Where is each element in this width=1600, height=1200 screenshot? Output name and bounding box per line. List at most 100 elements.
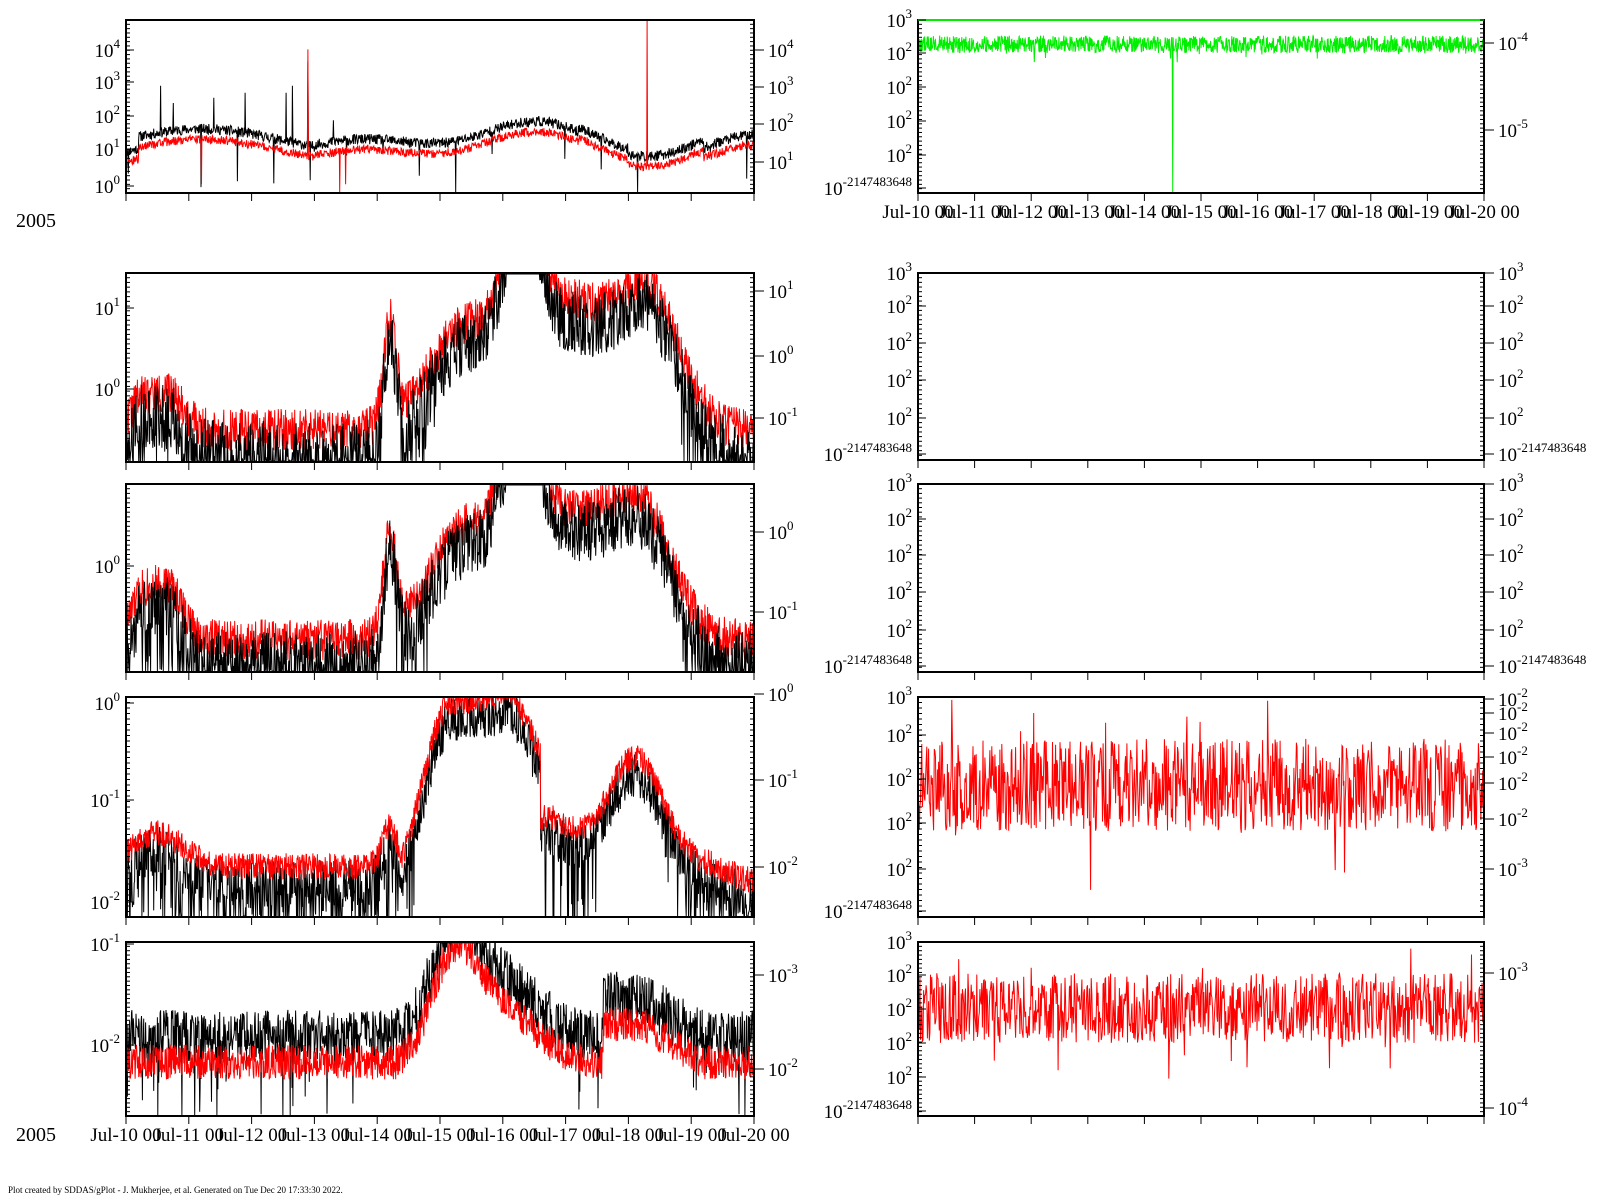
panel-r5: 10-2147483648 102 102 102 102 103 10-4 10-3 xyxy=(824,928,1528,1124)
right-tick-label: 102 xyxy=(768,110,794,136)
right-tick-label: 10-2 xyxy=(768,1055,798,1081)
left-tick-label: 10-2147483648 xyxy=(824,897,912,923)
x-tick-label: Jul-20 00 xyxy=(1448,202,1519,223)
right-tick-label: 10-1 xyxy=(768,404,798,430)
right-tick-label: 100 xyxy=(768,342,794,368)
panel-series xyxy=(126,942,754,1116)
x-tick-label: Jul-13 00 xyxy=(279,1125,350,1146)
year-label: 2005 xyxy=(16,210,56,232)
left-tick-label: 102 xyxy=(887,578,913,604)
left-tick-label: 101 xyxy=(95,294,121,320)
left-tick-label: 102 xyxy=(887,1063,913,1089)
left-tick-label: 102 xyxy=(887,73,913,99)
left-tick-label: 10-2147483648 xyxy=(824,174,912,200)
left-tick-label: 100 xyxy=(95,552,121,578)
left-tick-label: 101 xyxy=(95,135,121,161)
x-tick-label: Jul-17 00 xyxy=(1279,202,1350,223)
left-tick-label: 103 xyxy=(887,6,913,32)
x-tick-label: Jul-11 00 xyxy=(939,202,1010,223)
x-tick-label: Jul-20 00 xyxy=(718,1125,789,1146)
right-tick-label: 10-2147483648 xyxy=(1498,440,1586,466)
series-line xyxy=(126,61,754,193)
right-tick-label: 102 xyxy=(1498,404,1524,430)
right-tick-label: 101 xyxy=(768,277,794,303)
series-line xyxy=(126,484,754,672)
right-tick-label: 10-3 xyxy=(1498,959,1528,985)
x-tick-label: Jul-14 00 xyxy=(342,1125,413,1146)
panel-series xyxy=(126,273,754,462)
right-tick-label: 10-1 xyxy=(768,766,798,792)
right-tick-label: 104 xyxy=(768,36,794,62)
x-tick-label: Jul-10 00 xyxy=(882,202,953,223)
right-tick-label: 102 xyxy=(1498,292,1524,318)
right-tick-label: 10-2 xyxy=(1498,743,1528,769)
panel-l4: 10-2 10-1 100 10-2 10-1 100 xyxy=(90,680,798,925)
panel-series xyxy=(126,484,754,672)
panel-series xyxy=(126,697,754,917)
right-tick-label: 10-2147483648 xyxy=(1498,652,1586,678)
left-tick-label: 100 xyxy=(95,172,121,198)
right-tick-label: 103 xyxy=(768,73,794,99)
left-tick-label: 10-2147483648 xyxy=(824,440,912,466)
panel-r2: 10-2147483648 102 102 102 102 103 10-214748364… xyxy=(824,259,1586,468)
year-label: 2005 xyxy=(16,1124,56,1146)
x-tick-label: Jul-18 00 xyxy=(1335,202,1406,223)
series-line xyxy=(126,20,754,193)
right-tick-label: 100 xyxy=(768,518,794,544)
x-tick-label: Jul-12 00 xyxy=(996,202,1067,223)
left-tick-label: 103 xyxy=(887,683,913,709)
x-tick-label: Jul-16 00 xyxy=(467,1125,538,1146)
left-tick-label: 10-2 xyxy=(90,888,120,914)
right-tick-label: 10-3 xyxy=(768,961,798,987)
left-tick-label: 103 xyxy=(887,259,913,285)
series-line xyxy=(126,942,754,1080)
left-tick-label: 10-1 xyxy=(90,786,120,812)
panel-r4: 10-214748364810210210210210310-310-210-2… xyxy=(824,683,1528,925)
left-tick-label: 102 xyxy=(887,1029,913,1055)
panel-series xyxy=(918,699,1484,890)
left-tick-label: 10-2147483648 xyxy=(824,652,912,678)
left-tick-label: 102 xyxy=(887,765,913,791)
left-tick-label: 102 xyxy=(887,541,913,567)
panel-l2: 100 101 10-1 100 101 xyxy=(95,272,798,470)
left-tick-label: 102 xyxy=(887,141,913,167)
panel-l1: 100 101 102 103 104 101 102 103 104 2005 xyxy=(16,19,794,232)
left-tick-label: 103 xyxy=(887,928,913,954)
left-tick-label: 102 xyxy=(887,505,913,531)
left-tick-label: 102 xyxy=(887,107,913,133)
right-tick-label: 10-5 xyxy=(1498,116,1528,142)
right-tick-label: 10-3 xyxy=(1498,855,1528,881)
right-tick-label: 10-4 xyxy=(1498,1094,1528,1120)
x-tick-label: Jul-15 00 xyxy=(1165,202,1236,223)
right-tick-label: 10-1 xyxy=(768,598,798,624)
panel-frame xyxy=(125,19,755,194)
left-tick-label: 102 xyxy=(887,995,913,1021)
left-tick-label: 102 xyxy=(887,292,913,318)
x-tick-label: Jul-11 00 xyxy=(154,1125,225,1146)
panel-r1: 10-2147483648 102 102 102 102 103 10-5 10-4 Jul-… xyxy=(824,6,1529,223)
right-tick-label: 10-2 xyxy=(1498,769,1528,795)
right-tick-label: 102 xyxy=(1498,505,1524,531)
left-tick-label: 102 xyxy=(887,855,913,881)
right-tick-label: 10-2 xyxy=(768,853,798,879)
credit-line: Plot created by SDDAS/gPlot - J. Mukherj… xyxy=(8,1185,343,1195)
series-line xyxy=(918,34,1484,193)
series-line xyxy=(126,942,754,1116)
panel-series xyxy=(918,948,1484,1079)
right-tick-label: 102 xyxy=(1498,366,1524,392)
left-tick-label: 102 xyxy=(887,809,913,835)
left-tick-label: 102 xyxy=(887,329,913,355)
right-tick-label: 10-4 xyxy=(1498,29,1528,55)
right-tick-label: 100 xyxy=(768,680,794,706)
left-tick-label: 102 xyxy=(887,961,913,987)
panel-r3: 10-2147483648 102 102 102 102 103 10-214748364… xyxy=(824,470,1586,680)
right-tick-label: 10-2 xyxy=(1498,699,1528,725)
left-tick-label: 100 xyxy=(95,689,121,715)
x-tick-label: Jul-17 00 xyxy=(530,1125,601,1146)
right-tick-label: 102 xyxy=(1498,541,1524,567)
x-tick-label: Jul-12 00 xyxy=(216,1125,287,1146)
left-tick-label: 102 xyxy=(887,366,913,392)
right-tick-label: 10-2 xyxy=(1498,805,1528,831)
right-tick-label: 103 xyxy=(1498,259,1524,285)
